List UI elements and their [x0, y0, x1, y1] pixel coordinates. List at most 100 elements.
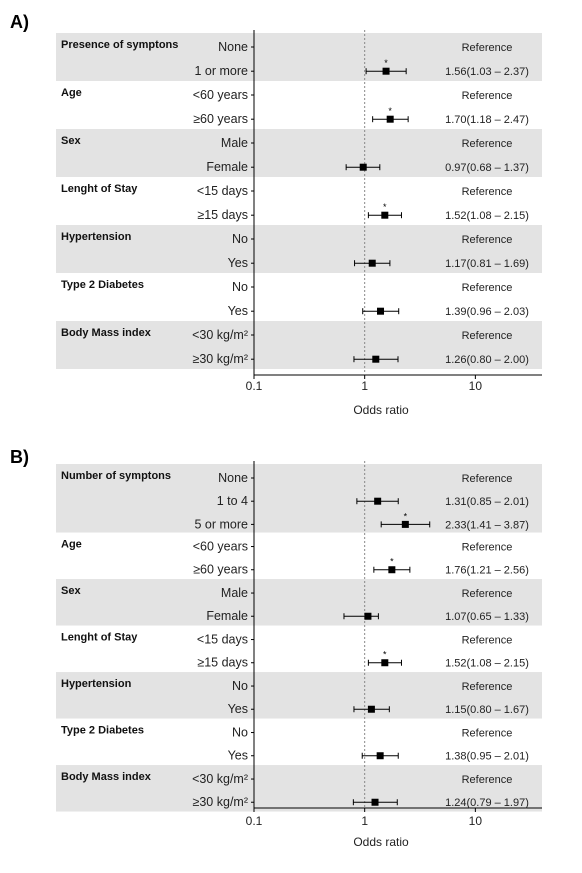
group-band	[56, 33, 542, 81]
group-band	[56, 765, 542, 812]
forest-panel-b: B) Number of symptons Age Sex Lenght of Stay…	[10, 447, 542, 849]
point-estimate	[372, 355, 380, 363]
level-label: Yes	[228, 304, 248, 318]
level-label: ≥30 kg/m²	[193, 795, 249, 809]
variable-name: Type 2 Diabetes	[61, 279, 144, 291]
level-label: None	[218, 40, 248, 54]
estimate-text: Reference	[462, 588, 513, 600]
level-label: 1 or more	[195, 64, 249, 78]
point-estimate	[371, 798, 379, 806]
level-label: Female	[206, 609, 248, 623]
estimate-text: 1.56(1.03 – 2.37)	[445, 66, 529, 78]
estimate-text: Reference	[462, 681, 513, 693]
point-estimate	[381, 211, 389, 219]
level-label: Male	[221, 136, 248, 150]
point-estimate	[364, 612, 372, 620]
level-label: <15 days	[197, 633, 248, 647]
group-band	[56, 321, 542, 369]
significance-marker: *	[388, 106, 392, 116]
variable-name: Lenght of Stay	[61, 632, 138, 644]
level-label: <60 years	[193, 88, 248, 102]
group-band	[56, 225, 542, 273]
x-axis-title: Odds ratio	[353, 835, 409, 849]
estimate-text: 0.97(0.68 – 1.37)	[445, 162, 529, 174]
point-estimate	[386, 115, 394, 123]
estimate-text: 1.70(1.18 – 2.47)	[445, 114, 529, 126]
estimate-text: Reference	[462, 473, 513, 485]
variable-name: Presence of symptons	[61, 39, 178, 51]
estimate-text: Reference	[462, 138, 513, 150]
level-label: <60 years	[193, 540, 248, 554]
variable-name: Sex	[61, 135, 81, 147]
variable-name: Age	[61, 87, 82, 99]
estimate-text: 1.26(0.80 – 2.00)	[445, 354, 529, 366]
panel-label: A)	[10, 12, 29, 32]
estimate-text: Reference	[462, 90, 513, 102]
point-estimate	[377, 307, 385, 315]
forest-panel-a: A) Presence of symptons Age Sex Lenght of St…	[10, 12, 542, 417]
x-tick-label: 0.1	[246, 814, 263, 828]
variable-name: Body Mass index	[61, 771, 152, 783]
level-label: Yes	[228, 749, 248, 763]
level-label: 1 to 4	[217, 494, 248, 508]
variable-name: Lenght of Stay	[61, 183, 138, 195]
x-tick-label: 10	[469, 379, 483, 393]
estimate-text: 1.17(0.81 – 1.69)	[445, 258, 529, 270]
x-tick-label: 1	[361, 379, 368, 393]
x-tick-label: 1	[361, 814, 368, 828]
estimate-text: Reference	[462, 774, 513, 786]
x-axis-title: Odds ratio	[353, 403, 409, 417]
point-estimate	[388, 566, 396, 574]
level-label: 5 or more	[195, 517, 249, 531]
variable-name: Hypertension	[61, 678, 132, 690]
variable-name: Sex	[61, 585, 81, 597]
level-label: No	[232, 726, 248, 740]
estimate-text: Reference	[462, 635, 513, 647]
estimate-text: 1.31(0.85 – 2.01)	[445, 496, 529, 508]
estimate-text: 1.52(1.08 – 2.15)	[445, 658, 529, 670]
estimate-text: 1.07(0.65 – 1.33)	[445, 611, 529, 623]
estimate-text: 1.38(0.95 – 2.01)	[445, 751, 529, 763]
level-label: None	[218, 471, 248, 485]
estimate-text: 1.52(1.08 – 2.15)	[445, 210, 529, 222]
level-label: No	[232, 232, 248, 246]
level-label: Male	[221, 586, 248, 600]
group-band	[56, 464, 542, 533]
variable-name: Body Mass index	[61, 327, 152, 339]
estimate-text: 1.24(0.79 – 1.97)	[445, 797, 529, 809]
level-label: No	[232, 280, 248, 294]
variable-name: Type 2 Diabetes	[61, 725, 144, 737]
group-band	[56, 129, 542, 177]
level-label: <30 kg/m²	[192, 772, 248, 786]
estimate-text: Reference	[462, 234, 513, 246]
level-label: <30 kg/m²	[192, 328, 248, 342]
estimate-text: Reference	[462, 42, 513, 54]
level-label: ≥15 days	[197, 656, 248, 670]
variable-name: Age	[61, 539, 82, 551]
level-label: ≥60 years	[193, 112, 248, 126]
level-label: Yes	[228, 256, 248, 270]
variable-name: Hypertension	[61, 231, 132, 243]
level-label: No	[232, 679, 248, 693]
level-label: Yes	[228, 702, 248, 716]
group-band	[56, 579, 542, 626]
point-estimate	[374, 497, 382, 505]
significance-marker: *	[390, 557, 394, 567]
point-estimate	[368, 259, 376, 267]
point-estimate	[359, 163, 367, 171]
estimate-text: Reference	[462, 728, 513, 740]
significance-marker: *	[404, 511, 408, 521]
estimate-text: Reference	[462, 542, 513, 554]
level-label: <15 days	[197, 184, 248, 198]
significance-marker: *	[384, 58, 388, 68]
significance-marker: *	[383, 202, 387, 212]
variable-name: Number of symptons	[61, 470, 171, 482]
point-estimate	[401, 520, 409, 528]
level-label: ≥60 years	[193, 563, 248, 577]
level-label: Female	[206, 160, 248, 174]
significance-marker: *	[383, 650, 387, 660]
estimate-text: 1.76(1.21 – 2.56)	[445, 565, 529, 577]
level-label: ≥15 days	[197, 208, 248, 222]
estimate-text: Reference	[462, 186, 513, 198]
